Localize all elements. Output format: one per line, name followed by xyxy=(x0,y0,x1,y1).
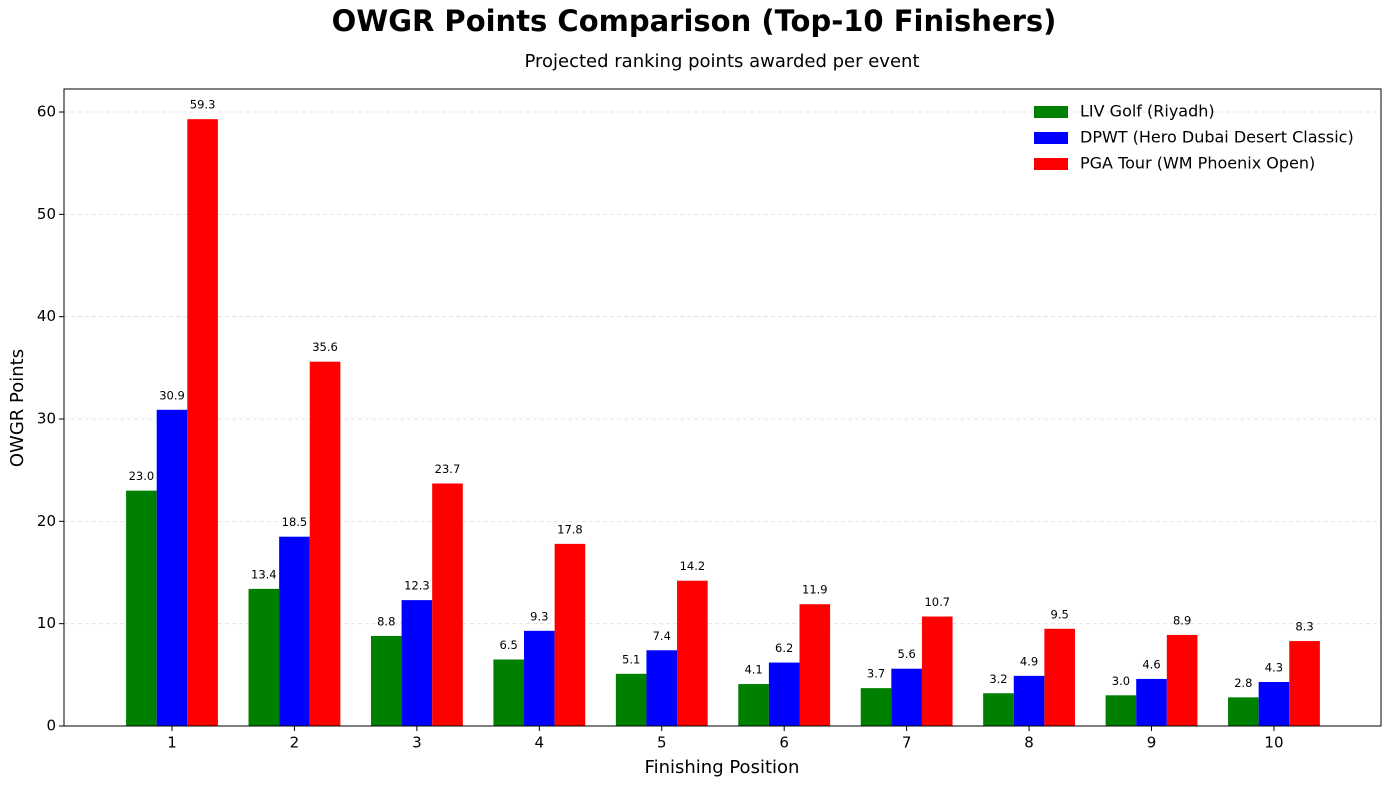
value-label: 3.2 xyxy=(989,672,1007,686)
value-label: 23.7 xyxy=(435,462,461,476)
value-label: 6.2 xyxy=(775,641,793,655)
value-label: 13.4 xyxy=(251,567,277,581)
value-label: 17.8 xyxy=(557,522,583,536)
value-label: 9.5 xyxy=(1051,607,1069,621)
y-tick-label: 10 xyxy=(37,614,56,632)
x-tick-label: 4 xyxy=(535,734,545,752)
chart-title: OWGR Points Comparison (Top-10 Finishers… xyxy=(332,4,1057,38)
bar xyxy=(799,604,831,726)
y-axis-label: OWGR Points xyxy=(7,349,28,467)
bar xyxy=(554,543,586,726)
value-label: 4.6 xyxy=(1142,657,1160,671)
value-label: 30.9 xyxy=(159,388,185,402)
bar xyxy=(432,483,463,726)
x-tick-label: 3 xyxy=(412,734,422,752)
bar xyxy=(646,650,678,726)
bar xyxy=(126,490,157,726)
bar xyxy=(891,668,922,726)
value-label: 4.3 xyxy=(1265,660,1283,674)
bar xyxy=(1258,681,1290,726)
plot-frame xyxy=(63,88,1382,727)
bar xyxy=(1166,634,1198,726)
value-label: 14.2 xyxy=(680,559,706,573)
value-label: 12.3 xyxy=(404,579,430,593)
bar xyxy=(493,659,525,726)
legend-swatch xyxy=(1034,158,1068,170)
x-tick-label: 8 xyxy=(1024,734,1034,752)
bar xyxy=(156,409,188,726)
value-label: 4.1 xyxy=(744,663,762,677)
x-tick-label: 9 xyxy=(1147,734,1157,752)
value-label: 5.1 xyxy=(622,652,640,666)
y-tick-label: 60 xyxy=(37,103,56,121)
bar xyxy=(1228,697,1259,726)
value-label: 8.9 xyxy=(1173,613,1191,627)
legend-swatch xyxy=(1034,132,1068,144)
x-tick-label: 6 xyxy=(779,734,789,752)
value-label: 35.6 xyxy=(312,340,338,354)
value-label: 10.7 xyxy=(924,595,950,609)
x-tick-label: 1 xyxy=(167,734,177,752)
bar xyxy=(983,693,1014,726)
value-label: 7.4 xyxy=(653,629,671,643)
chart-subtitle: Projected ranking points awarded per eve… xyxy=(524,51,919,72)
x-tick-label: 7 xyxy=(902,734,912,752)
value-label: 4.9 xyxy=(1020,654,1038,668)
y-tick-label: 20 xyxy=(37,512,56,530)
value-label: 23.0 xyxy=(129,469,155,483)
bar xyxy=(1044,628,1075,726)
value-label: 8.3 xyxy=(1295,620,1313,634)
value-label: 2.8 xyxy=(1234,676,1252,690)
bar xyxy=(370,635,402,726)
y-tick-label: 0 xyxy=(46,717,56,735)
legend-label: DPWT (Hero Dubai Desert Classic) xyxy=(1080,128,1354,147)
bar xyxy=(677,580,708,726)
bar xyxy=(401,600,433,726)
bar xyxy=(524,630,555,726)
bar xyxy=(615,673,647,726)
value-label: 11.9 xyxy=(802,583,828,597)
bar xyxy=(279,536,310,726)
value-label: 59.3 xyxy=(190,98,216,112)
value-label: 3.0 xyxy=(1112,674,1130,688)
y-tick-label: 30 xyxy=(37,410,56,428)
bar xyxy=(860,688,892,726)
value-label: 9.3 xyxy=(530,609,548,623)
bar xyxy=(309,361,341,726)
x-tick-label: 2 xyxy=(290,734,300,752)
legend-label: LIV Golf (Riyadh) xyxy=(1080,102,1215,121)
value-label: 8.8 xyxy=(377,614,395,628)
x-tick-label: 5 xyxy=(657,734,667,752)
y-tick-label: 50 xyxy=(37,205,56,223)
bar xyxy=(738,684,769,726)
bar xyxy=(1105,695,1137,726)
bar xyxy=(187,119,218,727)
legend-swatch xyxy=(1034,106,1068,118)
y-tick-label: 40 xyxy=(37,307,56,325)
value-label: 18.5 xyxy=(282,515,308,529)
x-tick-label: 10 xyxy=(1264,734,1283,752)
value-label: 6.5 xyxy=(500,638,518,652)
bar xyxy=(1136,678,1167,726)
bar xyxy=(1013,675,1045,726)
x-axis-label: Finishing Position xyxy=(645,757,800,778)
bar xyxy=(921,616,953,726)
bar xyxy=(768,662,800,726)
value-label: 3.7 xyxy=(867,667,885,681)
value-label: 5.6 xyxy=(897,647,915,661)
bar xyxy=(1289,641,1320,726)
legend-label: PGA Tour (WM Phoenix Open) xyxy=(1080,154,1315,173)
bar xyxy=(248,588,280,726)
